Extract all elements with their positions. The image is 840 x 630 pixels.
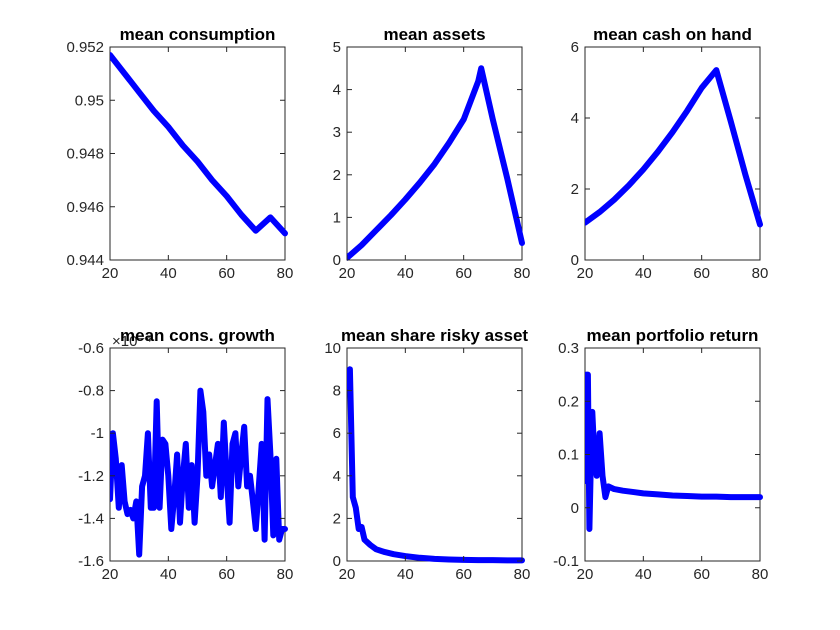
x-tick-label: 80	[514, 265, 531, 282]
x-tick-label: 20	[339, 566, 356, 583]
x-tick-label: 40	[635, 265, 652, 282]
y-tick-label: -1.4	[78, 510, 104, 527]
x-tick-label: 20	[102, 265, 119, 282]
y-tick-label: 0.952	[66, 39, 104, 56]
series-line	[347, 366, 525, 564]
y-tick-label: 0.2	[558, 393, 579, 410]
x-tick-label: 40	[635, 566, 652, 583]
y-tick-label: 2	[333, 167, 341, 184]
series-line	[110, 387, 288, 558]
x-tick-label: 60	[693, 265, 710, 282]
y-tick-label: 8	[333, 383, 341, 400]
y-tick-label: -1.6	[78, 553, 104, 570]
y-tick-label: -0.6	[78, 340, 104, 357]
subplot-4: 20 40 60 80 -1.6 -1.4 -1.2 -1 -0.8 -0.6 ×10⁻⁴mean …	[78, 326, 293, 583]
subplot-title: mean cons. growth	[120, 326, 275, 345]
y-tick-label: 0.95	[75, 92, 104, 109]
series-line	[585, 67, 763, 228]
plot-area	[346, 46, 523, 261]
y-tick-label: 6	[571, 39, 579, 56]
x-tick-label: 80	[514, 566, 531, 583]
y-tick-label: -0.8	[78, 383, 104, 400]
y-tick-label: 0.1	[558, 447, 579, 464]
subplot-6: 20 40 60 80 -0.1 0 0.1 0.2 0.3 mean portfolio ret…	[553, 326, 768, 583]
y-tick-label: 10	[324, 340, 341, 357]
y-tick-label: 0.946	[66, 199, 104, 216]
x-tick-label: 40	[160, 265, 177, 282]
subplot-title: mean cash on hand	[593, 25, 752, 44]
plot-area	[346, 347, 523, 562]
plot-area	[584, 46, 761, 261]
y-tick-label: -1	[91, 425, 104, 442]
series-line	[110, 52, 288, 237]
y-tick-label: 0	[571, 252, 579, 269]
subplot-title: mean share risky asset	[341, 326, 528, 345]
y-tick-label: -0.1	[553, 553, 579, 570]
x-tick-label: 60	[693, 566, 710, 583]
y-tick-label: 0	[571, 500, 579, 517]
subplot-title: mean consumption	[120, 25, 276, 44]
y-tick-label: 4	[333, 468, 341, 485]
y-tick-label: 0.944	[66, 252, 104, 269]
y-tick-label: 1	[333, 209, 341, 226]
x-tick-label: 20	[577, 265, 594, 282]
x-tick-label: 60	[218, 566, 235, 583]
y-tick-label: 5	[333, 39, 341, 56]
x-tick-label: 60	[455, 265, 472, 282]
y-tick-label: 2	[333, 510, 341, 527]
y-tick-label: 4	[571, 110, 579, 127]
subplot-title: mean portfolio return	[587, 326, 759, 345]
subplot-1: 20 40 60 80 0.944 0.946 0.948 0.95 0.952 mean con…	[66, 25, 293, 282]
y-tick-label: 3	[333, 124, 341, 141]
x-tick-label: 80	[752, 566, 769, 583]
y-tick-label: -1.2	[78, 468, 104, 485]
x-tick-label: 20	[339, 265, 356, 282]
x-tick-label: 40	[397, 265, 414, 282]
x-tick-label: 80	[277, 265, 294, 282]
series-line	[585, 371, 763, 532]
subplot-title: mean assets	[383, 25, 485, 44]
y-tick-label: 6	[333, 425, 341, 442]
y-tick-label: 0	[333, 252, 341, 269]
y-tick-label: 4	[333, 82, 341, 99]
y-tick-label: 2	[571, 181, 579, 198]
series-line	[347, 65, 525, 261]
x-tick-label: 20	[577, 566, 594, 583]
x-tick-label: 20	[102, 566, 119, 583]
x-tick-label: 80	[277, 566, 294, 583]
x-tick-label: 40	[160, 566, 177, 583]
subplot-3: 20 40 60 80 0 2 4 6 mean cash on hand	[571, 25, 769, 282]
y-tick-label: 0.3	[558, 340, 579, 357]
plot-area	[109, 46, 286, 261]
y-exponent-label: ×10⁻⁴	[112, 333, 152, 350]
x-tick-label: 60	[218, 265, 235, 282]
y-tick-label: 0.948	[66, 146, 104, 163]
plot-area	[584, 347, 761, 562]
x-tick-label: 40	[397, 566, 414, 583]
y-tick-label: 0	[333, 553, 341, 570]
subplot-2: 20 40 60 80 0 1 2 3 4 5 mean assets	[333, 25, 531, 282]
x-tick-label: 80	[752, 265, 769, 282]
x-tick-label: 60	[455, 566, 472, 583]
